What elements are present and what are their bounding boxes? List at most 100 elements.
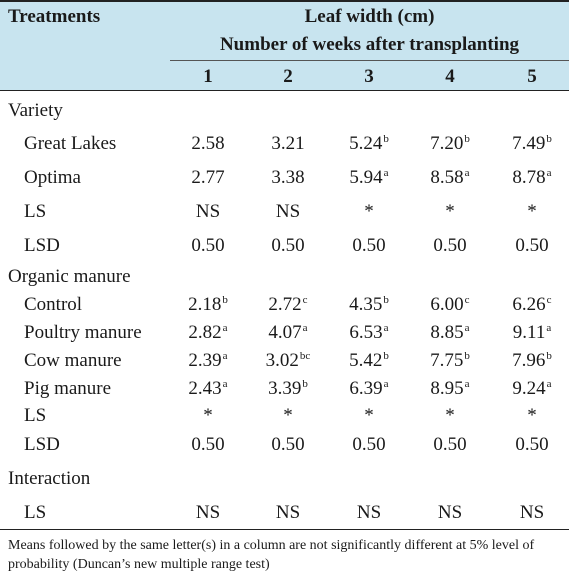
table-cell: * [410, 405, 490, 427]
table-row: Pig manure 2.43a 3.39b 6.39a 8.95a 9.24a [0, 378, 569, 406]
significance-letter: a [464, 322, 470, 334]
table-cell: 6.53a [329, 322, 409, 344]
significance-letter: b [464, 350, 470, 362]
significance-letter: a [222, 322, 228, 334]
table-cell: 0.50 [248, 434, 328, 456]
table-cell: 0.50 [248, 235, 328, 257]
section-title-label: Variety [8, 100, 63, 121]
table-cell: NS [329, 502, 409, 524]
significance-letter: b [464, 133, 470, 145]
significance-letter: b [222, 294, 228, 306]
cell-value: * [364, 201, 374, 222]
table-cell: NS [410, 502, 490, 524]
significance-letter: a [546, 167, 552, 179]
cell-value: 3.02 [265, 350, 299, 371]
significance-letter: a [464, 167, 470, 179]
row-label: LS [24, 502, 47, 523]
cell-value: 0.50 [433, 434, 467, 455]
table-cell: * [492, 405, 569, 427]
table-cell: 2.39a [168, 350, 248, 372]
table-row: Control 2.18b 2.72c 4.35b 6.00c 6.26c [0, 294, 569, 322]
significance-letter: c [464, 294, 470, 306]
table-cell: 2.82a [168, 322, 248, 344]
table-cell: 3.21 [248, 133, 328, 155]
row-label: Poultry manure [24, 322, 142, 343]
cell-value: NS [437, 502, 463, 523]
section-title: Variety [0, 100, 569, 128]
cell-value: 6.39 [349, 378, 383, 399]
cell-value: 7.96 [512, 350, 546, 371]
table-cell: 0.50 [492, 434, 569, 456]
significance-letter: b [383, 350, 389, 362]
row-label: Cow manure [24, 350, 122, 371]
cell-value: 0.50 [191, 434, 225, 455]
table-cell: * [329, 405, 409, 427]
cell-value: 0.50 [352, 434, 386, 455]
table-cell: 7.96b [492, 350, 569, 372]
table-cell: 9.24a [492, 378, 569, 400]
subheading-rule [170, 60, 569, 61]
table-cell: * [410, 201, 490, 223]
table-row: LSD 0.50 0.50 0.50 0.50 0.50 [0, 434, 569, 462]
significance-letter: b [546, 350, 552, 362]
cell-value: 2.77 [191, 167, 225, 188]
row-label: Great Lakes [24, 133, 117, 154]
cell-value: 2.39 [188, 350, 222, 371]
row-label: LSD [24, 235, 60, 256]
table-cell: 2.72c [248, 294, 328, 316]
cell-value: 7.49 [512, 133, 546, 154]
section-title: Interaction [0, 468, 569, 496]
table-cell: 0.50 [168, 235, 248, 257]
table-cell: 0.50 [410, 434, 490, 456]
week-header-3: 3 [364, 66, 374, 87]
cell-value: 0.50 [191, 235, 225, 256]
table-cell: 2.58 [168, 133, 248, 155]
table-row: LS NS NS NS NS NS [0, 502, 569, 530]
cell-value: NS [275, 201, 301, 222]
cell-value: NS [356, 502, 382, 523]
cell-value: 9.11 [512, 322, 546, 343]
cell-value: 3.21 [271, 133, 305, 154]
row-label: Optima [24, 167, 81, 188]
cell-value: 2.82 [188, 322, 222, 343]
row-label: LS [24, 405, 47, 426]
cell-value: 5.24 [349, 133, 383, 154]
table-cell: 3.38 [248, 167, 328, 189]
table-cell: 4.07a [248, 322, 328, 344]
table-cell: 7.49b [492, 133, 569, 155]
table-cell: 4.35b [329, 294, 409, 316]
table-cell: 0.50 [329, 235, 409, 257]
significance-letter: a [546, 322, 552, 334]
cell-value: 6.26 [512, 294, 546, 315]
significance-letter: bc [299, 350, 311, 362]
row-label: LSD [24, 434, 60, 455]
table-cell: 8.95a [410, 378, 490, 400]
table-row: LSD 0.50 0.50 0.50 0.50 0.50 [0, 235, 569, 263]
table-cell: 8.58a [410, 167, 490, 189]
cell-value: 6.53 [349, 322, 383, 343]
table-cell: 5.24b [329, 133, 409, 155]
significance-letter: c [546, 294, 552, 306]
cell-value: * [364, 405, 374, 426]
table-cell: 5.94a [329, 167, 409, 189]
significance-letter: b [546, 133, 552, 145]
cell-value: 2.18 [188, 294, 222, 315]
week-header-1: 1 [203, 66, 213, 87]
table-cell: NS [168, 502, 248, 524]
table-cell: 8.78a [492, 167, 569, 189]
table-cell: NS [248, 502, 328, 524]
significance-letter: b [383, 133, 389, 145]
top-rule [0, 0, 569, 2]
cell-value: 0.50 [515, 235, 549, 256]
bottom-rule [0, 529, 569, 530]
significance-letter: a [464, 378, 470, 390]
significance-letter: a [383, 322, 389, 334]
cell-value: 7.20 [430, 133, 464, 154]
table-cell: 8.85a [410, 322, 490, 344]
cell-value: NS [195, 201, 221, 222]
section-title: Organic manure [0, 266, 569, 294]
section-title-label: Organic manure [8, 266, 131, 287]
table-row: LS * * * * * [0, 405, 569, 433]
cell-value: 8.58 [430, 167, 464, 188]
